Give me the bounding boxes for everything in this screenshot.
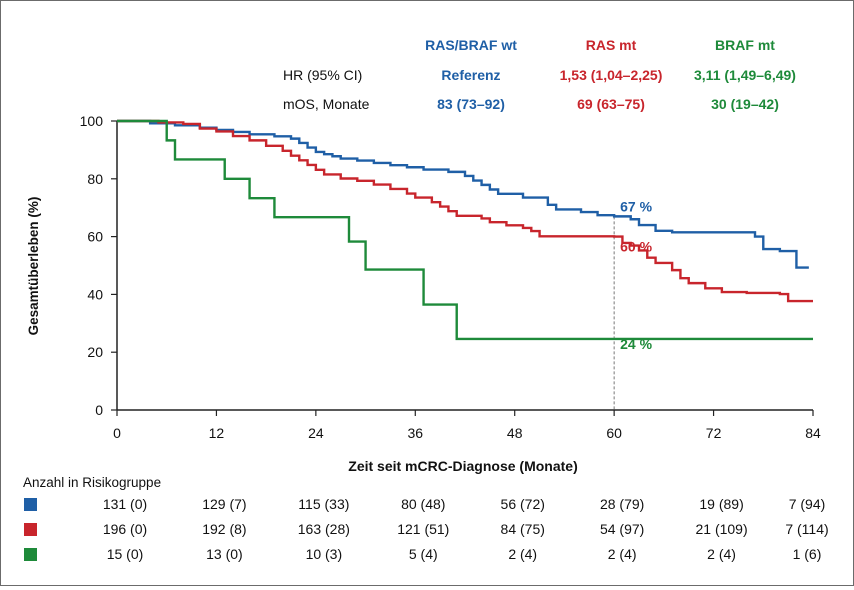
series-mos: 83 (73–92)	[437, 96, 505, 112]
risk-table-cell: 2 (4)	[508, 546, 537, 562]
risk-table-cell: 10 (3)	[306, 546, 343, 562]
x-tick-label: 84	[805, 425, 821, 441]
y-tick-label: 0	[95, 402, 103, 418]
risk-table-cell: 131 (0)	[103, 496, 147, 512]
risk-table-cell: 15 (0)	[107, 546, 144, 562]
ticks: 0 12 24 36 48 60 72 84 0 20 40 60 80 100	[80, 113, 821, 441]
risk-table-cell: 1 (6)	[793, 546, 822, 562]
y-tick-label: 20	[87, 344, 103, 360]
series-hr: Referenz	[441, 67, 500, 83]
risk-table-cell: 5 (4)	[409, 546, 438, 562]
risk-table-cell: 129 (7)	[202, 496, 246, 512]
y-axis-label: Gesamtüberleben (%)	[26, 197, 41, 336]
risk-table-cell: 54 (97)	[600, 521, 644, 537]
hr-row-label: HR (95% CI)	[283, 67, 362, 83]
series-hr: 3,11 (1,49–6,49)	[694, 67, 796, 83]
x-tick-label: 0	[113, 425, 121, 441]
survival-curve-2	[117, 119, 813, 303]
y-tick-label: 80	[87, 171, 103, 187]
risk-row-color-marker	[24, 523, 37, 536]
series-mos: 69 (63–75)	[577, 96, 645, 112]
series-name: RAS/BRAF wt	[425, 37, 517, 53]
risk-table-cell: 28 (79)	[600, 496, 644, 512]
series-mos: 30 (19–42)	[711, 96, 779, 112]
risk-table: 131 (0) 129 (7) 115 (33) 80 (48) 56 (72) 28 (…	[24, 496, 829, 562]
x-tick-label: 72	[706, 425, 722, 441]
risk-table-cell: 19 (89)	[699, 496, 743, 512]
curve-annotation-2: 60 %	[620, 239, 652, 255]
risk-table-cell: 192 (8)	[202, 521, 246, 537]
curve-annotation-3: 24 %	[620, 336, 652, 352]
risk-table-cell: 13 (0)	[206, 546, 243, 562]
axes	[116, 121, 813, 411]
series-name: RAS mt	[586, 37, 637, 53]
series-hr: 1,53 (1,04–2,25)	[560, 67, 663, 83]
risk-table-cell: 7 (114)	[785, 521, 828, 537]
risk-row-color-marker	[24, 498, 37, 511]
series-name: BRAF mt	[715, 37, 775, 53]
risk-table-cell: 115 (33)	[298, 496, 349, 512]
risk-table-cell: 21 (109)	[695, 521, 747, 537]
curve-annotations: 67 % 60 % 24 %	[620, 198, 652, 352]
x-axis-label: Zeit seit mCRC-Diagnose (Monate)	[348, 458, 577, 474]
x-tick-label: 48	[507, 425, 523, 441]
risk-table-cell: 80 (48)	[401, 496, 445, 512]
survival-curve-3	[117, 119, 813, 341]
survival-curves	[117, 119, 813, 341]
risk-table-cell: 2 (4)	[608, 546, 637, 562]
risk-table-cell: 163 (28)	[298, 521, 350, 537]
risk-table-cell: 56 (72)	[501, 496, 545, 512]
risk-table-cell: 196 (0)	[103, 521, 147, 537]
survival-curve-1	[117, 119, 809, 269]
y-tick-label: 100	[80, 113, 104, 129]
x-tick-label: 60	[606, 425, 622, 441]
risk-table-cell: 7 (94)	[789, 496, 826, 512]
risk-table-cell: 84 (75)	[501, 521, 545, 537]
curve-annotation-1: 67 %	[620, 198, 652, 214]
risk-row-color-marker	[24, 548, 37, 561]
x-tick-label: 36	[407, 425, 423, 441]
risk-table-cell: 121 (51)	[397, 521, 449, 537]
x-tick-label: 24	[308, 425, 324, 441]
risk-table-title: Anzahl in Risikogruppe	[23, 475, 161, 490]
x-tick-label: 12	[209, 425, 225, 441]
y-tick-label: 60	[87, 229, 103, 245]
y-tick-label: 40	[87, 286, 103, 302]
header-table: HR (95% CI) mOS, Monate RAS/BRAF wt Referen…	[283, 37, 796, 112]
mos-row-label: mOS, Monate	[283, 96, 370, 112]
risk-table-cell: 2 (4)	[707, 546, 736, 562]
